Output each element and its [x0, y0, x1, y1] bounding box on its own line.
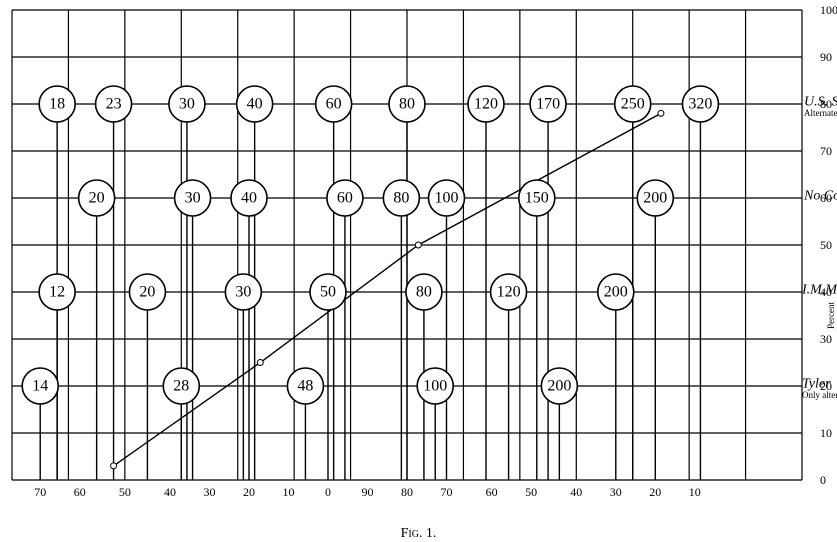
x-tick-label: 60	[74, 485, 86, 499]
y-tick-label: 60	[820, 191, 832, 205]
bubble-label: 200	[547, 378, 571, 395]
y-axis-title: Percent	[826, 302, 836, 329]
bubble-label: 20	[139, 284, 155, 301]
bubble-label: 48	[297, 378, 313, 395]
bubble-label: 60	[337, 190, 353, 207]
x-tick-label: 70	[34, 485, 46, 499]
bubble-label: 80	[393, 190, 409, 207]
figure-caption: Fig. 1.	[0, 522, 837, 542]
x-tick-label: 30	[610, 485, 622, 499]
bubble-label: 120	[497, 284, 521, 301]
bubble-label: 18	[49, 96, 65, 113]
y-tick-label: 70	[820, 144, 832, 158]
y-tick-label: 30	[820, 332, 832, 346]
bubble-label: 150	[525, 190, 549, 207]
bubble-label: 320	[688, 96, 712, 113]
bubble-label: 40	[241, 190, 257, 207]
bubble-label: 80	[416, 284, 432, 301]
x-tick-label: 0	[325, 485, 331, 499]
y-tick-label: 0	[820, 473, 826, 487]
x-tick-label: 50	[525, 485, 537, 499]
x-tick-label: 40	[570, 485, 582, 499]
y-tick-label: 40	[820, 285, 832, 299]
bubble-label: 200	[604, 284, 628, 301]
bubble-label: 30	[185, 190, 201, 207]
bubble-label: 120	[474, 96, 498, 113]
sieve-comparison-chart: 182330406080120170250320U.S. StandardAlt…	[0, 0, 837, 522]
y-tick-label: 50	[820, 238, 832, 252]
y-tick-label: 100	[820, 3, 837, 17]
x-tick-label: 10	[689, 485, 701, 499]
x-tick-label: 80	[401, 485, 413, 499]
bubble-label: 170	[536, 96, 560, 113]
x-tick-label: 70	[441, 485, 453, 499]
bubble-label: 30	[235, 284, 251, 301]
x-tick-label: 50	[119, 485, 131, 499]
bubble-label: 40	[247, 96, 263, 113]
y-tick-label: 80	[820, 97, 832, 111]
bubble-label: 80	[399, 96, 415, 113]
x-tick-label: 40	[164, 485, 176, 499]
x-tick-label: 20	[649, 485, 661, 499]
bubble-label: 100	[435, 190, 459, 207]
bubble-label: 30	[179, 96, 195, 113]
bubble-label: 100	[423, 378, 447, 395]
x-tick-label: 10	[283, 485, 295, 499]
x-tick-label: 90	[362, 485, 374, 499]
y-tick-label: 20	[820, 379, 832, 393]
y-tick-label: 10	[820, 426, 832, 440]
bubble-label: 12	[49, 284, 65, 301]
bubble-label: 20	[89, 190, 105, 207]
x-tick-label: 30	[204, 485, 216, 499]
bubble-label: 200	[643, 190, 667, 207]
x-tick-label: 20	[243, 485, 255, 499]
bubble-label: 250	[621, 96, 645, 113]
bubble-label: 50	[320, 284, 336, 301]
bubble-label: 60	[326, 96, 342, 113]
bubble-label: 23	[106, 96, 122, 113]
bubble-label: 14	[32, 378, 48, 395]
x-tick-label: 60	[486, 485, 498, 499]
y-tick-label: 90	[820, 50, 832, 64]
bubble-label: 28	[173, 378, 189, 395]
